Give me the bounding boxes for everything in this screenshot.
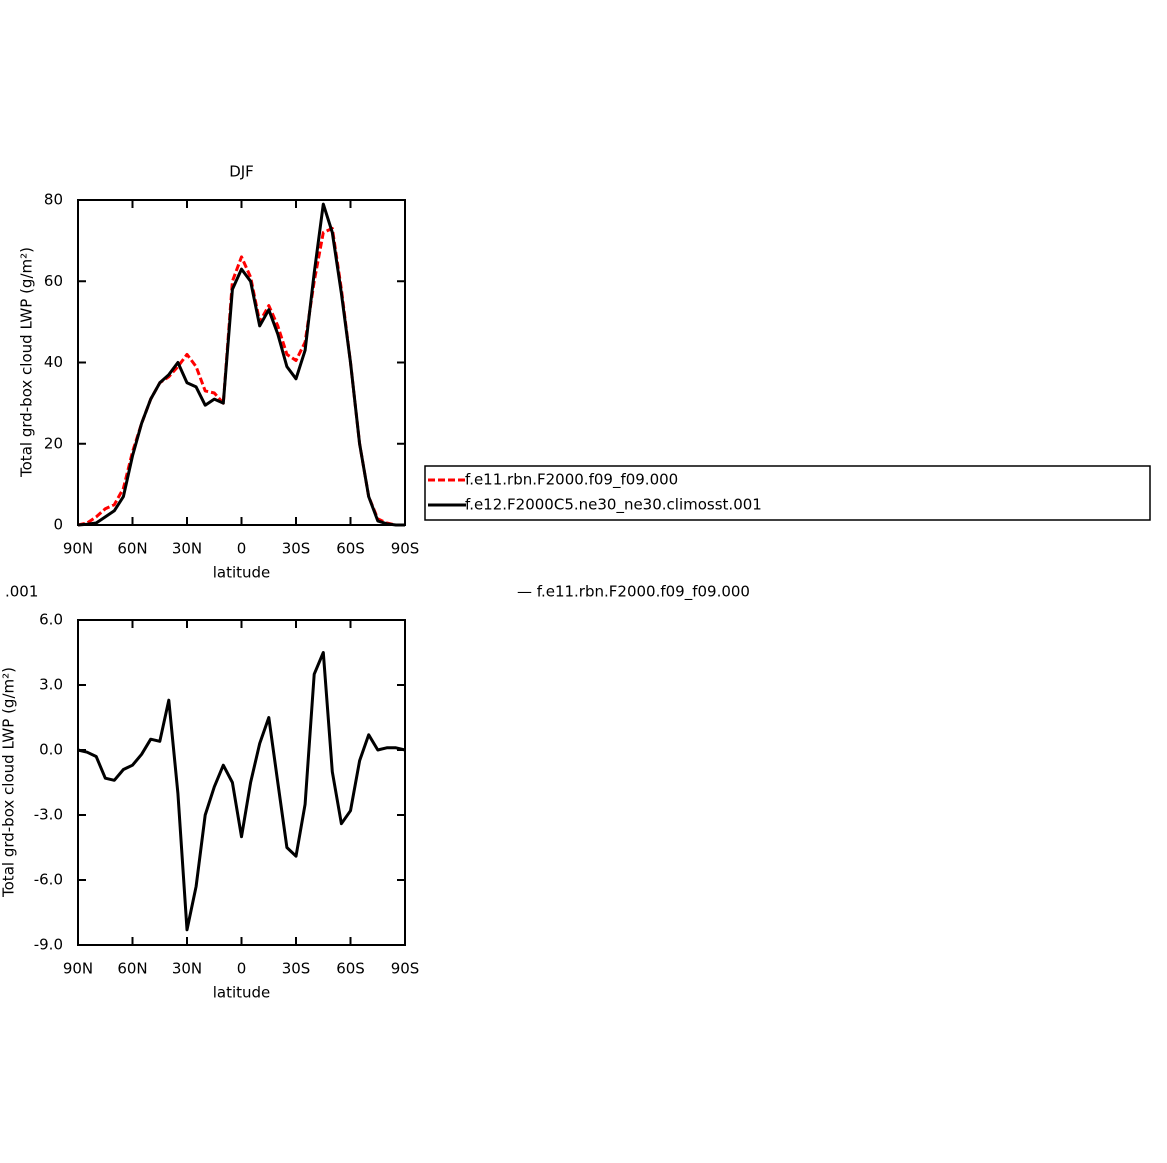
x-tick-label: 60N — [117, 960, 147, 978]
x-tick-label: 90S — [391, 960, 420, 978]
x-axis-label: latitude — [213, 984, 271, 1002]
y-tick-label: -6.0 — [34, 871, 63, 889]
chart-title: DJF — [229, 163, 254, 181]
y-tick-label: 80 — [44, 191, 63, 209]
x-tick-label: 30N — [172, 540, 202, 558]
annotation: — f.e11.rbn.F2000.f09_f09.000 — [517, 583, 750, 602]
legend-box — [424, 465, 1151, 521]
y-tick-label: 0.0 — [39, 741, 63, 759]
x-tick-label: 0 — [237, 960, 247, 978]
x-tick-label: 60N — [117, 540, 147, 558]
annotation: .001 — [5, 583, 38, 601]
y-tick-label: 0 — [53, 516, 63, 534]
x-tick-label: 30S — [282, 960, 311, 978]
x-tick-label: 30N — [172, 960, 202, 978]
y-tick-label: -3.0 — [34, 806, 63, 824]
y-tick-label: -9.0 — [34, 936, 63, 954]
x-tick-label: 0 — [237, 540, 247, 558]
y-tick-label: 40 — [44, 353, 63, 371]
y-tick-label: 20 — [44, 434, 63, 452]
x-tick-label: 90S — [391, 540, 420, 558]
data-line — [77, 651, 406, 932]
x-axis-label: latitude — [213, 564, 271, 582]
y-tick-label: 60 — [44, 272, 63, 290]
x-tick-label: 90N — [63, 960, 93, 978]
data-line — [77, 202, 405, 527]
y-axis-label: Total grd-box cloud LWP (g/m²) — [18, 247, 36, 478]
legend-label: f.e12.F2000C5.ne30_ne30.climosst.001 — [465, 496, 762, 515]
clipped-label: Total grd-box cloud LWP (g/m²) — [0, 667, 18, 898]
x-tick-label: 30S — [282, 540, 311, 558]
x-tick-label: 60S — [336, 540, 365, 558]
legend-label: f.e11.rbn.F2000.f09_f09.000 — [465, 471, 678, 490]
y-tick-label: 3.0 — [39, 676, 63, 694]
x-tick-label: 60S — [336, 960, 365, 978]
x-tick-label: 90N — [63, 540, 93, 558]
y-axis-label: Total grd-box cloud LWP (g/m²) — [0, 667, 18, 898]
y-tick-label: 6.0 — [39, 611, 63, 629]
